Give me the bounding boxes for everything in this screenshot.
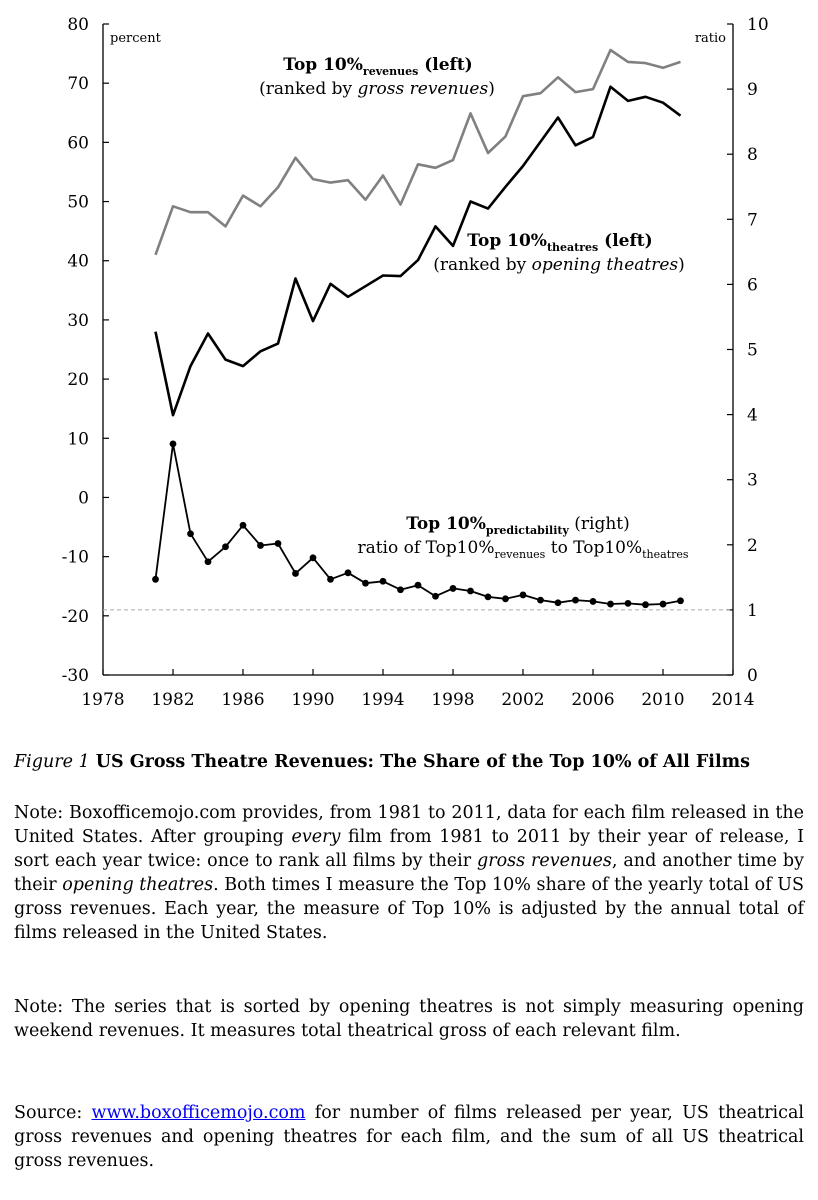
predictability-point [449, 585, 457, 592]
note-theatres: Note: The series that is sorted by openi… [14, 997, 804, 1041]
x-tick-label: 1990 [291, 690, 334, 710]
right-tick-label: 10 [747, 15, 769, 35]
predictability-point [187, 530, 194, 538]
right-tick-label: 8 [747, 145, 758, 165]
source-link[interactable]: www.boxofficemojo.com [91, 1103, 306, 1123]
left-ticks: 80 70 60 50 40 30 20 10 0 -10 -20 -30 [62, 15, 109, 686]
series-line-revenues [154, 48, 681, 256]
predictability-point [204, 558, 212, 566]
right-tick-label: 6 [747, 275, 758, 295]
predictability-point [379, 577, 387, 585]
predictability-point [624, 599, 632, 607]
x-tick-label: 2014 [711, 690, 754, 710]
x-tick-label: 1994 [361, 690, 404, 710]
right-tick-label: 5 [747, 341, 758, 361]
right-tick-label: 3 [747, 471, 758, 491]
predictability-point [327, 575, 334, 583]
left-tick-label: 20 [67, 370, 89, 390]
x-tick-label: 1998 [431, 690, 474, 710]
x-tick-label: 2006 [571, 690, 614, 710]
predictability-point [257, 542, 264, 549]
annotation-revenues-detail: (ranked by gross revenues) [259, 79, 495, 99]
left-tick-label: 30 [67, 311, 89, 331]
annotation-theatres-detail: (ranked by opening theatres) [433, 255, 685, 275]
right-tick-label: 0 [747, 666, 758, 686]
figure-label: Figure 1 [14, 752, 90, 772]
left-tick-label: 60 [67, 133, 89, 153]
predictability-point [152, 575, 159, 583]
predictability-point [589, 598, 597, 605]
figure-title: US Gross Theatre Revenues: The Share of … [89, 752, 750, 772]
predictability-point [222, 543, 229, 551]
source-note: Source: www.boxofficemojo.com for number… [14, 1103, 804, 1171]
x-tick-label: 2010 [641, 690, 684, 710]
predictability-point [677, 597, 684, 605]
annotation-predictability-detail: ratio of Top10%revenues to Top10%theatre… [357, 538, 688, 561]
left-tick-label: 70 [67, 74, 89, 94]
note-method: Note: Boxofficemojo.com provides, from 1… [14, 803, 804, 943]
left-tick-label: -30 [62, 666, 89, 686]
series-line-theatres [154, 85, 682, 417]
predictability-point [607, 600, 614, 608]
right-tick-label: 9 [747, 80, 758, 100]
right-tick-label: 1 [747, 601, 758, 621]
left-tick-label: 10 [67, 429, 89, 449]
predictability-point [239, 521, 247, 529]
predictability-point [659, 600, 667, 608]
right-tick-label: 7 [747, 210, 758, 230]
predictability-point [572, 596, 579, 604]
predictability-point [642, 601, 649, 609]
left-tick-label: 0 [78, 488, 89, 508]
predictability-point [537, 596, 544, 604]
predictability-point [292, 570, 299, 577]
x-tick-label: 1978 [81, 690, 124, 710]
x-tick-label: 1986 [221, 690, 264, 710]
right-unit-label: ratio [695, 31, 726, 46]
annotation-theatres: Top 10%theatres (left) [467, 231, 652, 254]
predictability-point [484, 593, 492, 601]
predictability-point [467, 587, 474, 595]
predictability-point [414, 581, 422, 589]
x-tick-label: 2002 [501, 690, 544, 710]
x-ticks: 1978 1982 1986 1990 1994 1998 2002 2006 2010 2014 [81, 669, 755, 710]
predictability-point [169, 440, 177, 448]
predictability-point [309, 554, 317, 562]
predictability-point [519, 591, 527, 599]
predictability-point [362, 579, 369, 587]
series-layer [152, 48, 684, 609]
predictability-point [274, 540, 282, 547]
left-tick-label: 40 [67, 252, 89, 272]
left-tick-label: -20 [62, 607, 89, 627]
predictability-point [397, 586, 404, 594]
left-unit-label: percent [110, 31, 162, 46]
annotation-predictability: Top 10%predictability (right) [406, 514, 630, 537]
left-tick-label: 80 [67, 15, 89, 35]
predictability-point [432, 592, 439, 600]
annotation-revenues: Top 10%revenues (left) [283, 55, 472, 78]
right-tick-label: 2 [747, 536, 758, 556]
predictability-point [554, 599, 562, 607]
left-tick-label: -10 [62, 548, 89, 568]
predictability-point [344, 569, 352, 577]
x-tick-label: 1982 [151, 690, 194, 710]
right-tick-label: 4 [747, 406, 758, 426]
predictability-point [502, 595, 509, 603]
figure-caption: Figure 1 US Gross Theatre Revenues: The … [14, 752, 804, 772]
left-tick-label: 50 [67, 193, 89, 213]
